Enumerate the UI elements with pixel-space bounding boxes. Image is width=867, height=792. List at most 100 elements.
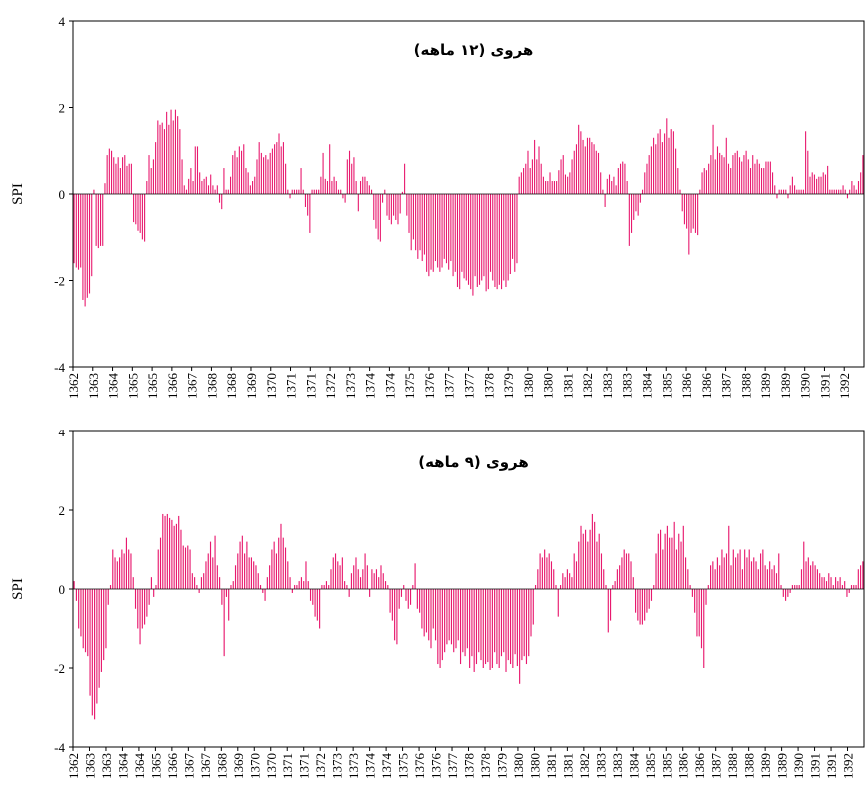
bar [232,581,234,589]
bar [614,581,616,589]
bar [747,159,749,194]
bar [409,589,412,605]
bar [608,174,611,194]
bar [80,589,82,637]
x-tick-label: 1380 [521,373,536,399]
bar [434,194,436,262]
bar [812,561,814,589]
bar [672,131,674,194]
bar [805,561,807,589]
x-tick-label: 1363 [99,753,114,779]
bar [532,589,534,625]
bar [773,565,775,589]
bar [428,194,430,277]
x-tick-label: 1387 [709,753,724,780]
bar [827,165,829,194]
bar [337,561,339,589]
bar [457,589,459,641]
bar [459,589,462,665]
x-tick-label: 1389 [758,373,773,399]
bar [265,155,267,194]
bar [611,181,613,194]
x-tick-label: 1363 [82,753,97,779]
bar [661,142,663,194]
bar [368,185,370,194]
bar [225,589,227,597]
x-tick-label: 1369 [231,753,246,779]
bar [196,146,199,194]
bar [625,553,628,589]
bar [675,148,677,194]
bar [98,589,100,688]
x-tick-label: 1364 [106,373,121,400]
bar [293,189,295,194]
x-tick-label: 1371 [284,373,299,399]
bar [218,194,221,203]
bar [282,537,284,589]
bar [778,553,780,589]
bar [580,525,582,589]
bar [496,589,498,665]
y-tick-label: 2 [59,101,66,116]
bar [166,513,168,589]
bar [598,533,600,589]
bar [591,513,593,589]
bar [266,577,268,589]
bar [157,120,159,194]
x-tick-label: 1375 [396,753,411,779]
bar [111,150,113,194]
bar [461,194,463,272]
bar [505,589,507,672]
bar [802,189,804,194]
bar [430,589,432,649]
x-tick-label: 1389 [758,753,773,779]
x-tick-label: 1374 [363,753,378,780]
bar [728,525,730,589]
bar [735,557,737,589]
bar [456,194,459,287]
bar [119,557,121,589]
x-tick-label: 1376 [422,373,437,400]
bar [250,557,252,589]
bar [547,181,549,194]
bar [223,168,225,194]
bar [687,569,689,589]
bar [833,189,835,194]
bar [207,553,209,589]
bar [355,557,357,589]
bar [289,577,291,589]
bar [95,194,97,246]
x-tick-label: 1374 [382,373,397,400]
bar [387,585,389,589]
bar [459,194,461,290]
bar [753,557,755,589]
bar [757,569,759,589]
bar [82,194,84,300]
x-tick-label: 1386 [699,373,714,400]
bar [771,569,773,589]
bar [512,194,514,259]
bar [182,545,184,589]
bar [324,178,326,194]
bar [205,561,207,589]
bar-series [73,513,864,720]
bar [560,159,562,194]
bar [556,181,558,194]
x-tick-label: 1367 [181,753,196,780]
bar [646,163,648,194]
bar [814,565,816,589]
bar [825,581,828,589]
bar [498,194,500,285]
bar [75,589,77,601]
bar [644,589,646,621]
bar [241,150,243,194]
bar [635,589,637,613]
bar [280,146,282,194]
bar [123,553,125,589]
bar [256,159,258,194]
bar [660,529,662,589]
bar [452,194,454,277]
bar [155,585,157,589]
bar [794,585,796,589]
bar [198,589,200,593]
